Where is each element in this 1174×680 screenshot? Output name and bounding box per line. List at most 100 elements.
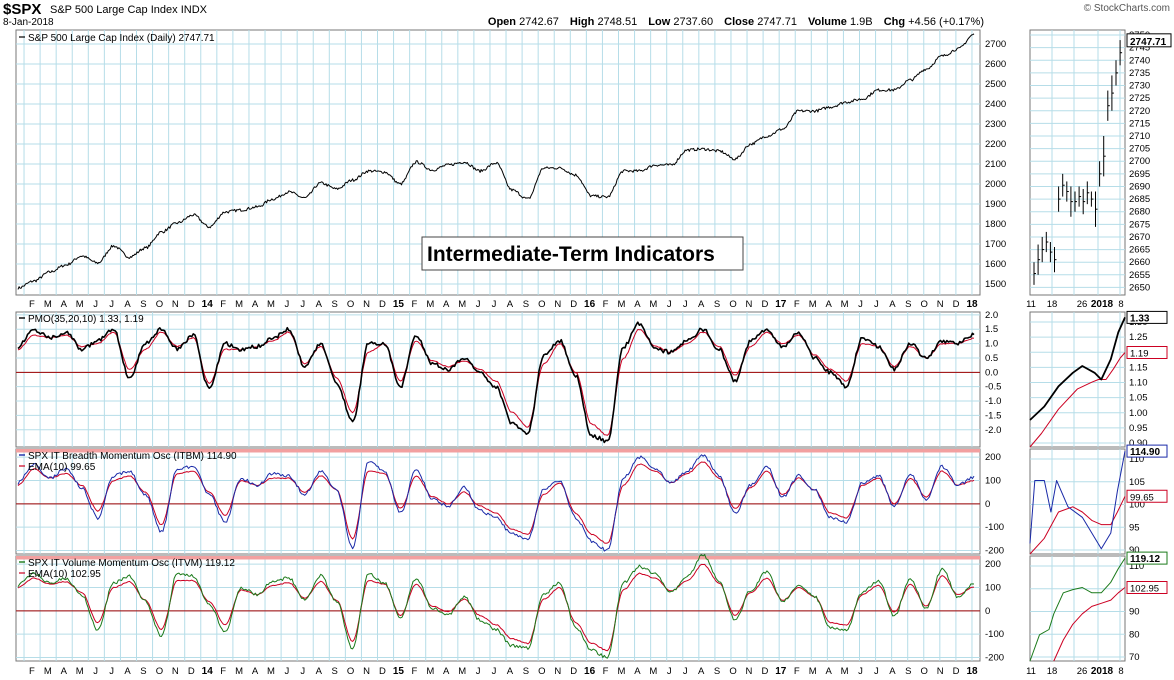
price-y-tick-label: 1800 [985,219,1006,230]
side-price-y-tick-label: 2745 [1129,43,1150,54]
volume-label: Volume [808,16,847,28]
x-tick-label: A [507,299,514,310]
close-label: Close [724,16,755,28]
price-y-tick-label: 2500 [985,79,1006,90]
pmo-y-tick-label: -1.0 [985,396,1001,407]
x-tick-label: O [156,666,163,677]
side-price-y-tick-label: 2720 [1129,106,1150,117]
x-tick-label: O [347,666,354,677]
x-tick-label: F [794,299,800,310]
pmo-side-y-tick-label: 0.95 [1129,423,1148,434]
itvm-side-signal-line [1053,587,1126,662]
x-tick-label: D [570,666,577,677]
itvm-side-panel-frame [1029,555,1126,662]
x-tick-label: D [761,299,768,310]
x-tick-label: N [746,299,753,310]
chg-value: +4.56 (+0.17%) [908,16,984,28]
side-x-tick-label: 2018 [1091,666,1114,677]
x-tick-label: 15 [393,666,405,677]
x-tick-label: M [267,666,275,677]
x-tick-label: F [29,666,35,677]
pmo-side-signal-line [1029,352,1126,448]
price-y-tick-label: 2000 [985,179,1006,190]
x-tick-label: J [874,299,879,310]
low-label: Low [648,16,671,28]
side-price-last-label: 2747.71 [1130,37,1167,48]
side-x-tick-label: 8 [1118,666,1123,677]
price-y-tick-label: 2600 [985,59,1006,70]
x-tick-label: J [285,666,290,677]
itbm-y-tick-label: -200 [985,546,1004,557]
x-tick-label: M [458,666,466,677]
x-tick-label: A [634,299,641,310]
side-x-tick-label: 26 [1077,299,1088,310]
side-price-y-tick-label: 2695 [1129,169,1150,180]
x-tick-label: O [729,666,736,677]
x-tick-label: M [44,666,52,677]
x-tick-label: A [316,299,323,310]
price-series-line [17,33,975,290]
x-tick-label: M [809,299,817,310]
side-price-y-tick-label: 2650 [1129,282,1150,293]
x-tick-label: A [634,666,641,677]
price-y-tick-label: 1700 [985,239,1006,250]
pmo-y-tick-label: -0.5 [985,382,1001,393]
x-tick-label: J [492,666,497,677]
x-tick-label: J [476,299,481,310]
x-tick-label: A [889,299,896,310]
itvm-side-last-label: 119.12 [1130,554,1160,565]
itbm-side-y-tick-label: 95 [1129,522,1140,533]
x-tick-label: S [523,299,529,310]
x-tick-label: F [411,666,417,677]
x-tick-label: A [61,299,68,310]
x-tick-label: D [188,299,195,310]
pmo-side-y-tick-label: 1.10 [1129,378,1148,389]
itvm-side-main-line [1029,557,1126,662]
itbm-y-tick-label: 0 [985,499,990,510]
side-price-y-tick-label: 2705 [1129,144,1150,155]
x-tick-label: D [379,666,386,677]
x-tick-label: F [411,299,417,310]
pmo-side-last-label: 1.33 [1130,313,1150,324]
x-tick-label: J [300,666,305,677]
x-tick-label: M [44,299,52,310]
x-tick-label: F [220,299,226,310]
x-tick-label: A [316,666,323,677]
itvm-y-tick-label: 200 [985,559,1001,570]
x-tick-label: 17 [775,666,787,677]
pmo-y-tick-label: 2.0 [985,310,998,321]
pmo-side-y-tick-label: 1.25 [1129,332,1148,343]
x-tick-label: 17 [775,299,787,310]
itvm-side-signal-label: 102.95 [1130,584,1159,595]
x-tick-label: M [76,666,84,677]
x-tick-label: O [921,666,928,677]
side-price-y-tick-label: 2710 [1129,131,1150,142]
quote-line: Open 2742.67 High 2748.51 Low 2737.60 Cl… [480,16,984,28]
x-tick-label: 18 [966,666,978,677]
itvm-side-y-tick-label: 80 [1129,629,1140,640]
x-tick-label: D [761,666,768,677]
pmo-side-panel-frame [1029,311,1126,448]
x-tick-label: S [714,299,720,310]
side-price-y-tick-label: 2730 [1129,81,1150,92]
itbm-panel-frame [15,448,981,555]
side-price-y-tick-label: 2655 [1129,270,1150,281]
itbm-signal-legend: EMA(10) 99.65 [28,462,96,473]
x-tick-label: D [570,299,577,310]
side-price-y-tick-label: 2660 [1129,257,1150,268]
x-tick-label: N [937,666,944,677]
x-tick-label: N [172,299,179,310]
side-x-tick-label: 18 [1047,666,1058,677]
price-y-tick-label: 1900 [985,199,1006,210]
itvm-overbought-band [16,556,980,560]
price-y-tick-label: 1500 [985,279,1006,290]
x-tick-label: J [667,666,672,677]
x-tick-label: O [347,299,354,310]
index-name: S&P 500 Large Cap Index [50,4,178,16]
x-tick-label: A [443,299,450,310]
x-tick-label: S [332,666,338,677]
x-tick-label: O [921,299,928,310]
annotation-text: Intermediate-Term Indicators [427,243,715,266]
itvm-side-y-tick-label: 110 [1129,561,1144,572]
itbm-panel-title: SPX IT Breadth Momentum Osc (ITBM) 114.9… [28,451,237,462]
